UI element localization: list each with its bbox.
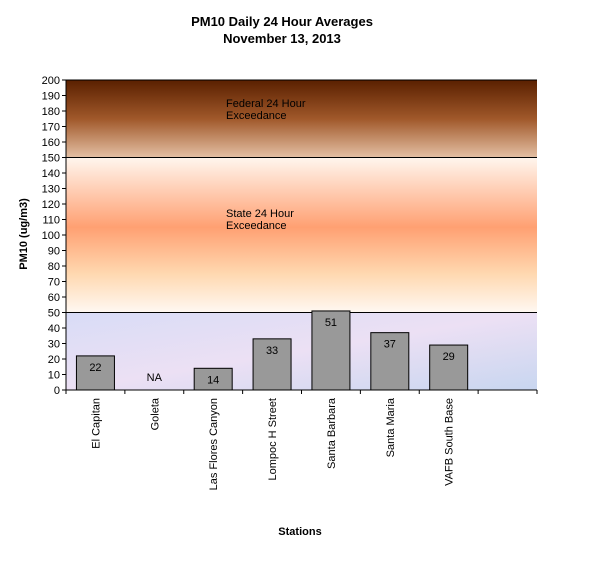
category-label: El Capitan — [90, 398, 102, 449]
value-label: 29 — [443, 351, 455, 363]
y-axis-title: PM10 (ug/m3) — [18, 198, 30, 270]
x-axis-ticks — [65, 390, 538, 394]
y-tick-label: 180 — [42, 106, 60, 118]
exceedance-bands — [66, 79, 537, 390]
band-label-state: Exceedance — [226, 220, 287, 232]
value-labels: 22 NA 14 33 51 37 29 — [89, 317, 455, 386]
bar-vafb-south-base — [429, 344, 469, 391]
chart-title: PM10 Daily 24 Hour Averages November 13,… — [191, 14, 373, 46]
category-label: Santa Barbara — [326, 397, 338, 469]
y-tick-label: 60 — [48, 292, 60, 304]
category-labels: El Capitan Goleta Las Flores Canyon Lompoc … — [90, 397, 455, 490]
value-label: 51 — [325, 317, 337, 329]
category-label: VAFB South Base — [444, 398, 456, 486]
category-label: Goleta — [149, 397, 161, 430]
value-label: 33 — [266, 345, 278, 357]
band-label-state: State 24 Hour — [226, 208, 294, 220]
chart-title-line-1: PM10 Daily 24 Hour Averages — [191, 14, 373, 29]
chart-title-line-2: November 13, 2013 — [223, 31, 341, 46]
y-tick-label: 190 — [42, 91, 60, 103]
bar-santa-barbara — [311, 310, 351, 391]
value-label: 22 — [89, 362, 101, 374]
y-tick-label: 200 — [42, 75, 60, 87]
y-tick-label: 130 — [42, 184, 60, 196]
y-tick-label: 160 — [42, 137, 60, 149]
x-axis-title: Stations — [278, 526, 321, 538]
y-tick-label: 30 — [48, 339, 60, 351]
band-federal — [66, 80, 537, 158]
category-label: Santa Maria — [385, 397, 397, 457]
y-tick-label: 80 — [48, 261, 60, 273]
value-label: NA — [147, 372, 163, 384]
bar-santa-maria — [370, 332, 410, 391]
y-tick-label: 40 — [48, 323, 60, 335]
band-state — [66, 157, 537, 313]
y-tick-label: 20 — [48, 354, 60, 366]
y-tick-label: 110 — [42, 215, 60, 227]
y-tick-label: 120 — [42, 199, 60, 211]
y-tick-label: 90 — [48, 246, 60, 258]
y-tick-label: 0 — [54, 385, 60, 397]
band-label-federal: Federal 24 Hour — [226, 98, 306, 110]
band-label-federal: Exceedance — [226, 110, 287, 122]
category-label: Lompoc H Street — [267, 398, 279, 481]
y-tick-label: 70 — [48, 277, 60, 289]
y-tick-label: 170 — [42, 122, 60, 134]
value-label: 14 — [207, 374, 219, 386]
y-axis-ticks: 0 10 20 30 40 50 60 70 80 90 100 110 120 130 140 150 160… — [42, 75, 66, 397]
y-tick-label: 140 — [42, 168, 60, 180]
y-tick-label: 150 — [42, 153, 60, 165]
value-label: 37 — [384, 339, 396, 351]
y-tick-label: 100 — [42, 230, 60, 242]
category-label: Las Flores Canyon — [208, 398, 220, 490]
y-tick-label: 50 — [48, 308, 60, 320]
y-tick-label: 10 — [48, 370, 60, 382]
